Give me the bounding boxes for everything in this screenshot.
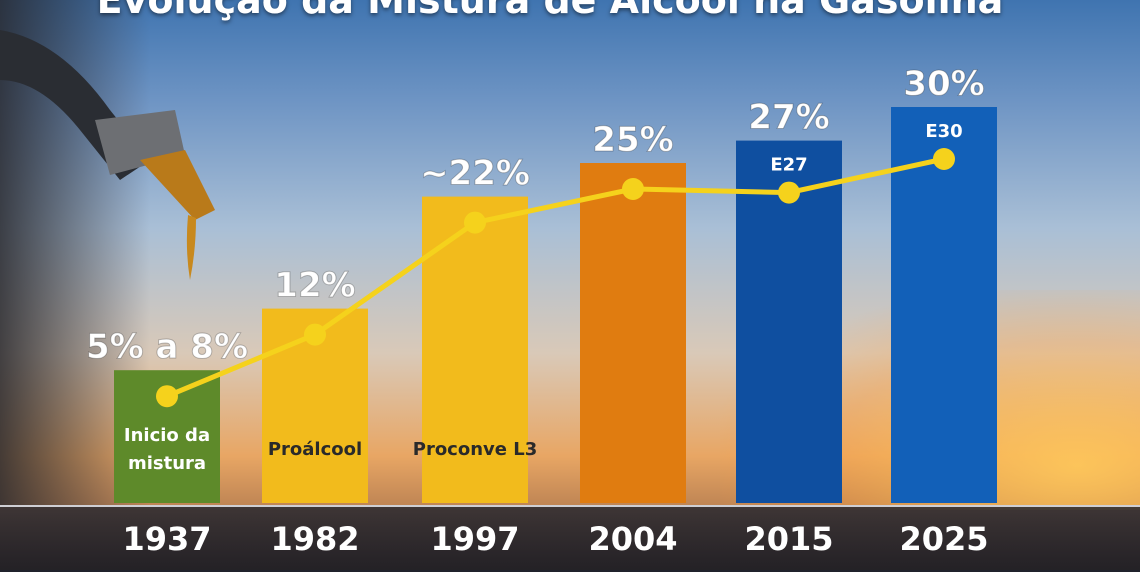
- value-label: ~22%: [420, 154, 530, 194]
- bar-note: Inicio da: [124, 425, 210, 446]
- x-tick-label: 2004: [588, 520, 677, 558]
- trend-point-2025: [933, 148, 955, 170]
- value-label: 5% a 8%: [86, 327, 248, 367]
- x-tick-label: 2015: [744, 520, 833, 558]
- value-label: 12%: [274, 266, 355, 306]
- trend-line: [166, 156, 945, 399]
- x-tick-label: 2025: [899, 520, 988, 558]
- x-tick-label: 1982: [270, 520, 359, 558]
- trend-point-1982: [304, 323, 326, 346]
- trend-point-1997: [464, 211, 486, 234]
- x-tick-label: 1997: [430, 520, 519, 558]
- bar-note: E27: [770, 155, 807, 176]
- trend-point-1937: [156, 385, 178, 408]
- bar-note: Proálcool: [268, 439, 362, 460]
- bar-note: mistura: [128, 453, 206, 474]
- x-axis-band: [0, 505, 1140, 572]
- chart-title: Evolução da Mistura de Álcool na Gasolin…: [96, 0, 1004, 22]
- value-label: 27%: [748, 98, 829, 138]
- trend-point-2015: [778, 181, 800, 204]
- value-label: 30%: [903, 64, 984, 104]
- bar-2025: [891, 107, 997, 503]
- value-label: 25%: [592, 120, 673, 160]
- fuel-nozzle-icon: [0, 30, 215, 280]
- bar-note: Proconve L3: [413, 439, 538, 460]
- trend-point-2004: [622, 178, 644, 200]
- x-tick-label: 1937: [122, 520, 211, 558]
- bar-2004: [580, 163, 686, 503]
- bar-note: E30: [925, 121, 962, 142]
